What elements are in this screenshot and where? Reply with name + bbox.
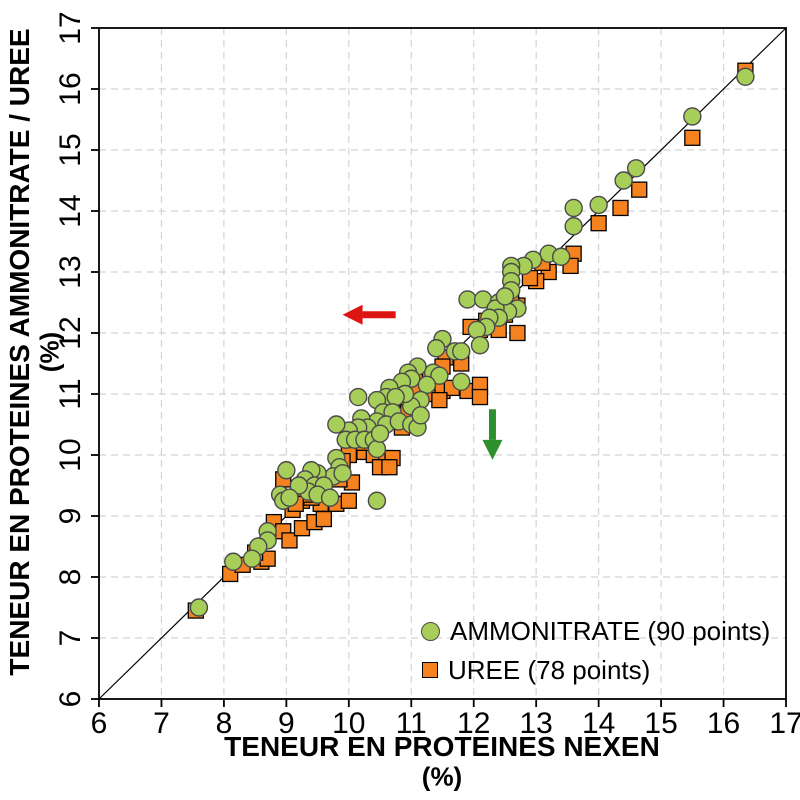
y-tick-label: 12 [54, 316, 87, 349]
uree-point [590, 215, 607, 232]
x-tick-label: 6 [91, 707, 108, 740]
legend-item-uree: UREE (78 points) [421, 654, 770, 686]
ammonitrate-point [458, 290, 477, 309]
ammonitrate-point [452, 372, 471, 391]
ammonitrate-point [417, 375, 437, 395]
x-tick-label: 14 [582, 707, 615, 740]
ammonitrate-point [467, 320, 487, 340]
ammonitrate-point [386, 387, 405, 407]
y-tick-label: 9 [54, 508, 87, 525]
y-tick-label: 14 [54, 194, 87, 227]
ammonitrate-point [411, 406, 430, 425]
ammonitrate-point [736, 67, 755, 87]
y-axis-title: TENEUR EN PROTEINES AMMONITRATE / UREE [4, 28, 35, 676]
ammonitrate-point [614, 171, 633, 190]
x-tick-label: 15 [644, 707, 677, 740]
red-left-arrow-head [342, 304, 363, 325]
uree-point [631, 181, 648, 198]
green-down-arrow-head [482, 439, 503, 460]
x-axis-unit: (%) [421, 761, 463, 792]
ammonitrate-point [348, 387, 368, 407]
y-tick-label: 8 [54, 569, 87, 586]
ammonitrate-point [242, 549, 262, 568]
x-tick-label: 10 [332, 707, 365, 740]
ammonitrate-point [430, 366, 449, 385]
ammonitrate-circle-icon [421, 621, 440, 641]
uree-point [471, 388, 489, 406]
x-axis-title: TENEUR EN PROTEINES NEXEN [224, 731, 660, 762]
x-tick-label: 16 [707, 707, 740, 740]
ammonitrate-point [589, 195, 608, 215]
ammonitrate-point [189, 598, 209, 617]
ammonitrate-point [470, 336, 490, 355]
x-tick-label: 17 [769, 707, 800, 740]
ammonitrate-point [367, 439, 387, 459]
ammonitrate-point [683, 107, 702, 126]
ammonitrate-point [327, 415, 346, 434]
y-axis-unit: (%) [34, 331, 65, 373]
y-tick-label: 6 [54, 691, 87, 708]
ammonitrate-point [320, 488, 340, 507]
x-tick-label: 13 [519, 707, 552, 740]
uree-point [281, 532, 298, 549]
legend: AMMONITRATE (90 points) UREE (78 points) [421, 615, 770, 686]
plot-frame [98, 27, 787, 700]
ammonitrate-point [564, 217, 583, 236]
x-tick-label: 12 [457, 707, 490, 740]
ammonitrate-point [367, 491, 387, 510]
y-tick-label: 11 [54, 378, 87, 409]
uree-point [340, 492, 357, 509]
y-tick-label: 7 [54, 630, 87, 647]
uree-point [431, 391, 448, 409]
uree-point [684, 129, 701, 146]
ammonitrate-point [495, 287, 515, 306]
y-tick-label: 17 [54, 11, 87, 44]
x-tick-label: 9 [278, 707, 295, 740]
uree-point [612, 199, 629, 217]
uree-point [509, 324, 526, 342]
x-tick-label: 7 [153, 707, 170, 740]
y-tick-label: 16 [54, 72, 87, 105]
y-tick-label: 13 [54, 255, 87, 288]
y-tick-label: 10 [54, 438, 87, 471]
y-tick-label: 15 [54, 133, 87, 166]
ammonitrate-point [427, 339, 446, 358]
ammonitrate-point [564, 198, 583, 218]
uree-square-icon [422, 662, 438, 678]
legend-label-ammonitrate: AMMONITRATE (90 points) [450, 615, 771, 646]
ammonitrate-point [277, 461, 296, 480]
ammonitrate-point [280, 488, 299, 507]
ammonitrate-point [452, 342, 471, 361]
uree-point [315, 510, 332, 528]
ammonitrate-point [289, 476, 309, 495]
ammonitrate-point [333, 464, 352, 483]
ammonitrate-point [370, 424, 390, 443]
x-tick-label: 8 [216, 707, 233, 740]
ammonitrate-point [224, 552, 243, 571]
legend-item-ammonitrate: AMMONITRATE (90 points) [421, 615, 770, 647]
legend-label-uree: UREE (78 points) [448, 654, 651, 685]
ammonitrate-point [551, 247, 571, 266]
x-tick-label: 11 [396, 707, 427, 740]
uree-point [381, 459, 398, 476]
ammonitrate-point [626, 159, 646, 178]
